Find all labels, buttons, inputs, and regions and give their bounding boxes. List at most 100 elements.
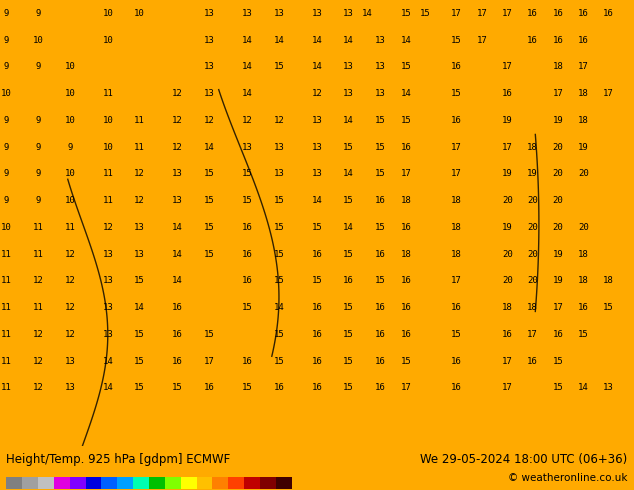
- Bar: [165, 477, 181, 489]
- Text: 13: 13: [103, 276, 113, 285]
- Text: Height/Temp. 925 hPa [gdpm] ECMWF: Height/Temp. 925 hPa [gdpm] ECMWF: [6, 453, 231, 466]
- Text: 16: 16: [451, 357, 462, 366]
- Text: 11: 11: [33, 303, 43, 312]
- Text: 9: 9: [4, 9, 9, 18]
- Text: 13: 13: [204, 36, 214, 45]
- Text: 11: 11: [1, 384, 11, 392]
- Bar: [212, 477, 228, 489]
- Text: 15: 15: [134, 357, 145, 366]
- Text: 13: 13: [242, 9, 252, 18]
- Text: 12: 12: [172, 89, 183, 98]
- Text: 19: 19: [578, 143, 588, 151]
- Text: 13: 13: [103, 303, 113, 312]
- Text: 11: 11: [1, 303, 11, 312]
- Text: 17: 17: [451, 170, 462, 178]
- Text: 16: 16: [553, 36, 563, 45]
- Text: 18: 18: [527, 143, 538, 151]
- Text: 14: 14: [242, 89, 252, 98]
- Text: 20: 20: [578, 223, 588, 232]
- Text: 20: 20: [527, 276, 538, 285]
- Text: 12: 12: [65, 250, 75, 259]
- Text: 16: 16: [578, 36, 588, 45]
- Text: 13: 13: [312, 170, 322, 178]
- Text: 19: 19: [502, 170, 512, 178]
- Text: 15: 15: [134, 276, 145, 285]
- Bar: [38, 477, 54, 489]
- Text: 17: 17: [502, 143, 512, 151]
- Text: 17: 17: [477, 9, 487, 18]
- Text: 17: 17: [553, 303, 563, 312]
- Text: 16: 16: [312, 250, 322, 259]
- Text: 16: 16: [274, 384, 284, 392]
- Text: 15: 15: [242, 170, 252, 178]
- Bar: [276, 477, 292, 489]
- Text: 10: 10: [65, 116, 75, 125]
- Text: 12: 12: [65, 303, 75, 312]
- Text: 15: 15: [242, 303, 252, 312]
- Text: 14: 14: [344, 223, 354, 232]
- Text: 15: 15: [274, 357, 284, 366]
- Text: 15: 15: [451, 330, 462, 339]
- Text: 10: 10: [65, 62, 75, 72]
- Text: 15: 15: [274, 196, 284, 205]
- Text: 20: 20: [578, 170, 588, 178]
- Text: 12: 12: [172, 116, 183, 125]
- Text: 12: 12: [134, 170, 145, 178]
- Text: 17: 17: [502, 384, 512, 392]
- Text: 17: 17: [401, 170, 411, 178]
- Text: 11: 11: [1, 250, 11, 259]
- Text: 15: 15: [401, 62, 411, 72]
- Text: © weatheronline.co.uk: © weatheronline.co.uk: [508, 473, 628, 483]
- Text: 12: 12: [204, 116, 214, 125]
- Text: 14: 14: [401, 36, 411, 45]
- Text: 16: 16: [312, 330, 322, 339]
- Text: 15: 15: [172, 384, 183, 392]
- Text: 14: 14: [578, 384, 588, 392]
- Text: 20: 20: [502, 250, 512, 259]
- Text: 17: 17: [502, 62, 512, 72]
- Text: 16: 16: [451, 384, 462, 392]
- Text: 15: 15: [553, 384, 563, 392]
- Text: 10: 10: [33, 36, 43, 45]
- Text: 20: 20: [553, 196, 563, 205]
- Text: 13: 13: [134, 250, 145, 259]
- Text: 13: 13: [344, 89, 354, 98]
- Bar: [6, 477, 22, 489]
- Bar: [149, 477, 165, 489]
- Text: 13: 13: [375, 36, 385, 45]
- Text: 15: 15: [344, 330, 354, 339]
- Text: 10: 10: [103, 143, 113, 151]
- Text: 15: 15: [578, 330, 588, 339]
- Text: 13: 13: [274, 143, 284, 151]
- Text: 15: 15: [344, 357, 354, 366]
- Text: 19: 19: [527, 170, 538, 178]
- Text: 18: 18: [451, 223, 462, 232]
- Text: 14: 14: [344, 170, 354, 178]
- Text: 13: 13: [65, 357, 75, 366]
- Text: 13: 13: [312, 116, 322, 125]
- Text: 11: 11: [103, 170, 113, 178]
- Text: 15: 15: [375, 143, 385, 151]
- Text: 13: 13: [103, 330, 113, 339]
- Text: 9: 9: [67, 143, 72, 151]
- Text: 13: 13: [274, 170, 284, 178]
- Bar: [22, 477, 38, 489]
- Text: 14: 14: [172, 250, 183, 259]
- Text: 16: 16: [375, 384, 385, 392]
- Text: 14: 14: [312, 62, 322, 72]
- Text: 11: 11: [1, 357, 11, 366]
- Text: 20: 20: [502, 196, 512, 205]
- Text: 10: 10: [103, 36, 113, 45]
- Text: 9: 9: [36, 9, 41, 18]
- Text: 12: 12: [312, 89, 322, 98]
- Text: 15: 15: [375, 170, 385, 178]
- Bar: [54, 477, 70, 489]
- Text: 20: 20: [502, 276, 512, 285]
- Text: 13: 13: [274, 9, 284, 18]
- Text: 9: 9: [36, 170, 41, 178]
- Text: 12: 12: [33, 384, 43, 392]
- Text: 16: 16: [375, 303, 385, 312]
- Text: 15: 15: [344, 250, 354, 259]
- Bar: [70, 477, 86, 489]
- Text: 14: 14: [363, 9, 373, 18]
